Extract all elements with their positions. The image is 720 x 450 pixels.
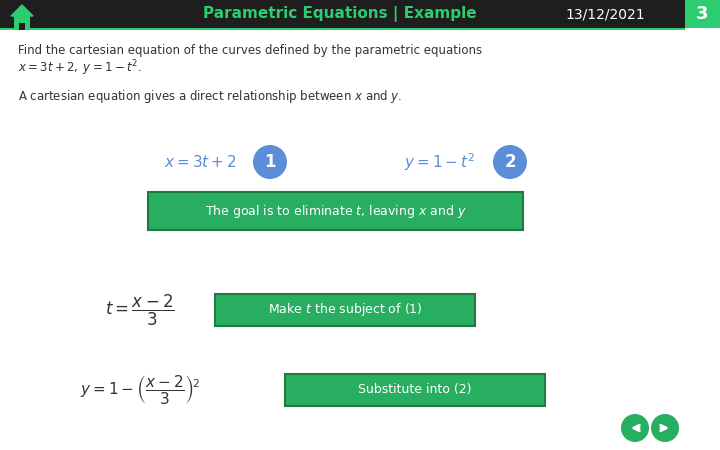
Text: $y = 1 - t^2$: $y = 1 - t^2$ xyxy=(405,151,476,173)
Text: 1: 1 xyxy=(264,153,276,171)
Circle shape xyxy=(621,414,649,442)
Bar xyxy=(0,28,685,30)
Text: $x = 3t + 2,\; y = 1 - t^2$.: $x = 3t + 2,\; y = 1 - t^2$. xyxy=(18,58,142,77)
Circle shape xyxy=(253,145,287,179)
Polygon shape xyxy=(11,5,33,16)
Text: Make $t$ the subject of (1): Make $t$ the subject of (1) xyxy=(268,302,423,319)
Bar xyxy=(0,0,720,28)
Text: Find the cartesian equation of the curves defined by the parametric equations: Find the cartesian equation of the curve… xyxy=(18,44,482,57)
FancyBboxPatch shape xyxy=(215,294,475,326)
Text: $x = 3t + 2$: $x = 3t + 2$ xyxy=(163,154,236,170)
Text: A cartesian equation gives a direct relationship between $x$ and $y$.: A cartesian equation gives a direct rela… xyxy=(18,88,402,105)
Text: $t = \dfrac{x-2}{3}$: $t = \dfrac{x-2}{3}$ xyxy=(105,292,175,328)
FancyBboxPatch shape xyxy=(148,192,523,230)
Text: $y = 1 - \left(\dfrac{x-2}{3}\right)^{\!2}$: $y = 1 - \left(\dfrac{x-2}{3}\right)^{\!… xyxy=(80,374,200,406)
Text: 13/12/2021: 13/12/2021 xyxy=(565,7,645,21)
Text: Parametric Equations | Example: Parametric Equations | Example xyxy=(203,6,477,22)
Text: 2: 2 xyxy=(504,153,516,171)
Circle shape xyxy=(651,414,679,442)
Bar xyxy=(685,0,720,28)
Text: The goal is to eliminate $t$, leaving $x$ and $y$: The goal is to eliminate $t$, leaving $x… xyxy=(204,202,467,220)
Bar xyxy=(19,23,25,30)
Text: 3: 3 xyxy=(696,5,708,23)
FancyBboxPatch shape xyxy=(285,374,545,406)
Circle shape xyxy=(493,145,527,179)
Text: Substitute into (2): Substitute into (2) xyxy=(359,383,472,396)
Bar xyxy=(14,16,30,28)
